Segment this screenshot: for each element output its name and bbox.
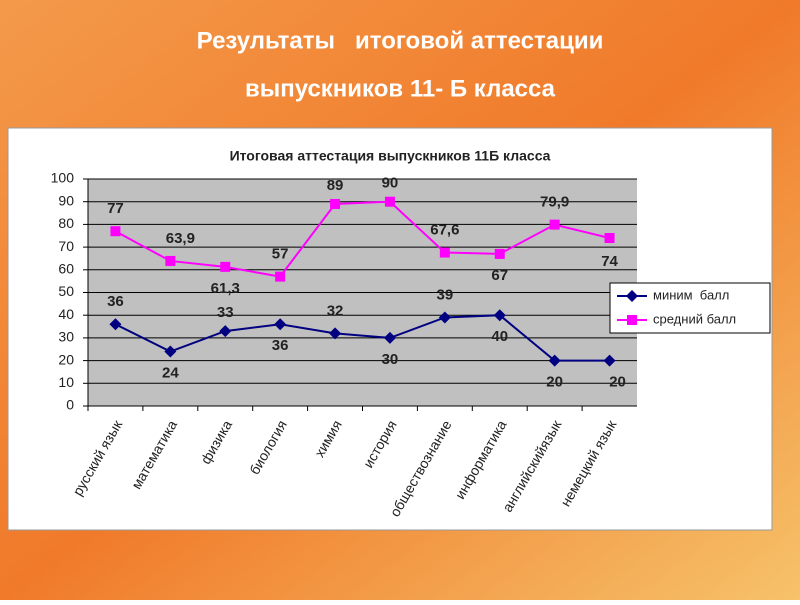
legend-marker xyxy=(627,315,637,325)
chart-title: Итоговая аттестация выпускников 11Б клас… xyxy=(230,148,551,164)
y-tick-label: 0 xyxy=(66,397,74,413)
data-label: 79,9 xyxy=(540,194,569,211)
legend-label: средний балл xyxy=(653,311,736,326)
marker xyxy=(220,261,231,272)
slide-title: выпускников 11- Б класса xyxy=(245,75,556,102)
data-label: 39 xyxy=(437,286,454,303)
marker xyxy=(493,309,506,322)
y-tick-label: 100 xyxy=(51,170,75,186)
y-tick-label: 80 xyxy=(58,215,74,231)
y-tick-label: 50 xyxy=(58,283,74,299)
marker xyxy=(603,354,616,367)
legend-marker xyxy=(626,290,638,302)
marker xyxy=(110,226,121,237)
marker xyxy=(165,255,176,266)
marker xyxy=(494,248,505,259)
marker xyxy=(439,247,450,258)
data-label: 36 xyxy=(272,337,289,354)
marker xyxy=(604,233,615,244)
data-label: 32 xyxy=(327,302,344,319)
y-tick-label: 20 xyxy=(58,351,74,367)
data-label: 40 xyxy=(491,328,508,345)
data-label: 57 xyxy=(272,246,289,263)
marker xyxy=(164,345,177,358)
marker xyxy=(219,325,232,338)
marker xyxy=(329,327,342,340)
slide-title: Результаты итоговой аттестации xyxy=(197,27,604,54)
series-line xyxy=(114,200,610,278)
data-label: 74 xyxy=(601,253,618,270)
data-label: 63,9 xyxy=(166,230,195,247)
series-line xyxy=(115,314,610,362)
data-label: 90 xyxy=(382,175,399,192)
marker xyxy=(384,196,395,207)
data-label: 89 xyxy=(327,177,344,194)
data-label: 61,3 xyxy=(211,280,240,297)
y-tick-label: 10 xyxy=(58,374,74,390)
marker xyxy=(274,318,287,331)
data-label: 67 xyxy=(491,267,508,284)
data-label: 30 xyxy=(382,351,399,368)
marker xyxy=(383,331,396,344)
y-tick-label: 90 xyxy=(58,192,74,208)
data-label: 20 xyxy=(546,374,563,391)
data-label: 77 xyxy=(107,200,124,217)
marker xyxy=(109,318,122,331)
data-label: 20 xyxy=(609,374,626,391)
marker xyxy=(330,198,341,209)
data-label: 36 xyxy=(107,293,124,310)
y-tick-label: 70 xyxy=(58,238,74,254)
data-label: 67,6 xyxy=(430,222,459,239)
marker xyxy=(438,311,451,324)
legend-label: миним балл xyxy=(653,287,729,302)
y-tick-label: 40 xyxy=(58,306,74,322)
y-tick-label: 30 xyxy=(58,329,74,345)
marker xyxy=(548,354,561,367)
marker xyxy=(275,271,286,282)
data-label: 24 xyxy=(162,364,179,381)
data-label: 33 xyxy=(217,304,234,321)
marker xyxy=(549,219,560,230)
y-tick-label: 60 xyxy=(58,261,74,277)
